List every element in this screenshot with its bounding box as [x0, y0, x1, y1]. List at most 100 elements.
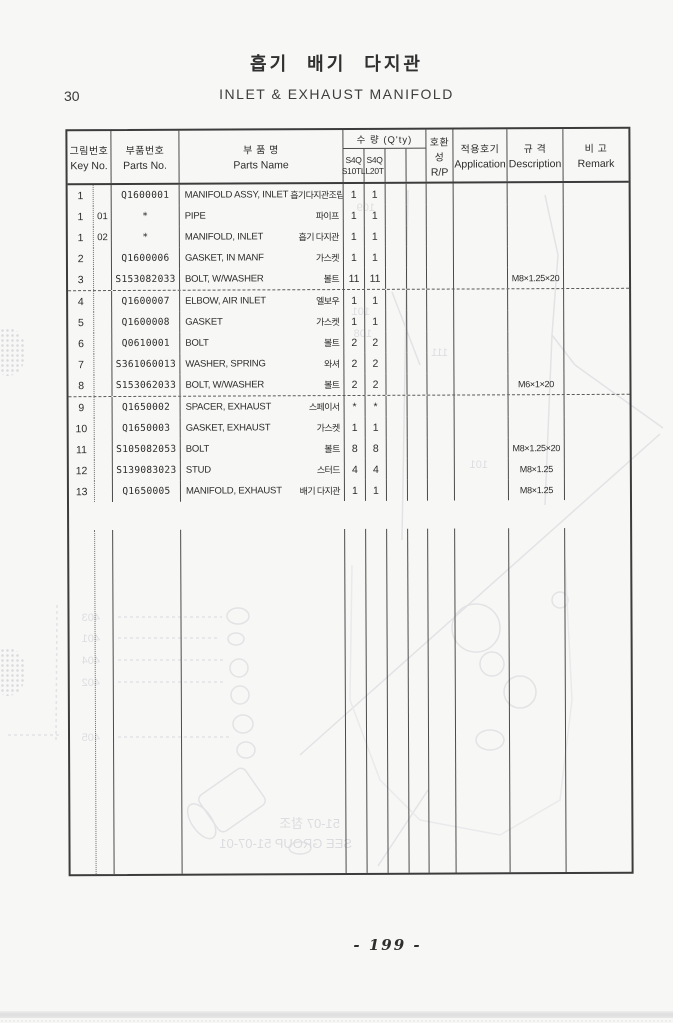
header-parts-no-english: Parts No. [123, 159, 167, 172]
ghost-label: 101 [470, 459, 488, 471]
parts-name-english: PIPE [184, 210, 206, 222]
cell-remark [565, 479, 630, 500]
table-row: 2 Q1600006 GASKET, IN MANF 가스켓 1 1 [67, 246, 629, 270]
cell-parts-name: BOLT, W/WASHER 볼트 [179, 268, 345, 290]
key-number: 5 [77, 316, 84, 329]
cell-key-no: 3 [67, 269, 113, 291]
cell-rp [427, 479, 455, 501]
table-row: 8 S153062033 BOLT, W/WASHER 볼트 2 2 M6×1×… [68, 372, 630, 398]
cell-parts-no: Q1650005 [112, 480, 181, 503]
key-sub-number [93, 185, 111, 207]
ghost-label: 111 [431, 347, 448, 359]
cell-remark [564, 267, 629, 288]
key-sub-number: 02 [93, 227, 111, 249]
cell-qty-4 [407, 373, 428, 395]
cell-remark [564, 310, 629, 331]
cell-qty-1: * [344, 395, 366, 418]
cell-qty-1: 1 [343, 225, 365, 248]
cell-qty-3 [386, 352, 408, 374]
key-number: 1 [77, 189, 84, 202]
key-sub-number [93, 312, 112, 334]
cell-qty-2: 2 [365, 331, 387, 353]
cell-rp [427, 310, 455, 332]
key-number: 1 [77, 231, 84, 244]
key-sub-number [93, 291, 112, 313]
footer-page-number: - 199 - [353, 936, 422, 954]
cell-rp [426, 204, 454, 226]
parts-table: 그림번호 Key No. 부품번호 Parts No. 부 품 명 Parts … [65, 126, 634, 877]
cell-key-no: 7 [68, 354, 113, 376]
cell-rp [427, 352, 455, 374]
parts-name-english: BOLT [185, 443, 210, 455]
cell-application [454, 479, 509, 501]
key-number: 12 [75, 464, 88, 477]
header-rp-english: R/P [430, 166, 449, 179]
cell-parts-no: Q0610001 [112, 332, 181, 355]
parts-name-korean: 배기 다지관 [299, 486, 340, 497]
parts-name-korean: 볼트 [323, 274, 340, 285]
cell-parts-name [181, 528, 347, 874]
cell-qty-2: 1 [364, 204, 386, 226]
ghost-label: 405 [82, 732, 100, 744]
cell-application [454, 289, 509, 311]
cell-qty-4 [407, 310, 428, 332]
parts-name-english: GASKET, IN MANF [184, 252, 264, 264]
cell-application [455, 527, 511, 873]
cell-qty-4 [408, 528, 430, 873]
cell-parts-no: Q1600008 [112, 311, 181, 334]
cell-description [509, 527, 567, 873]
key-sub-number [93, 333, 112, 355]
cell-key-no: 9 [68, 397, 113, 419]
header-key-no-korean: 그림번호 [69, 146, 109, 158]
cell-qty-2: 8 [365, 437, 387, 459]
cell-description [508, 416, 565, 438]
parts-name-english: ELBOW, AIR INLET [185, 295, 266, 307]
cell-description: M8×1.25×20 [508, 437, 565, 459]
cell-parts-no: S105082053 [112, 438, 181, 461]
cell-rp [426, 267, 455, 289]
cell-parts-name: SPACER, EXHAUST 스페이서 [180, 396, 345, 418]
cell-qty-3 [386, 395, 408, 417]
cell-qty-2: 1 [364, 246, 386, 268]
cell-qty-2: 2 [365, 352, 387, 374]
cell-description [507, 246, 564, 268]
key-sub-number [93, 397, 112, 419]
header-qty-group: 수 량 (Q'ty) S4Q S10TL S4Q L20T [342, 129, 427, 183]
header-remark: 비 고 Remark [563, 129, 628, 181]
cell-qty-2: 1 [365, 416, 387, 438]
table-row: 3 S153082033 BOLT, W/WASHER 볼트 11 11 M8×… [67, 266, 630, 292]
cell-qty-4 [406, 225, 427, 247]
cell-rp [427, 437, 455, 459]
cell-qty-2: 1 [364, 225, 386, 247]
cell-remark [565, 437, 630, 458]
cell-key-no: 1 02 [67, 227, 112, 249]
cell-key-no: 13 [68, 481, 114, 503]
cell-rp [426, 183, 454, 205]
cell-key-no: 8 [68, 375, 113, 397]
header-description-english: Description [508, 158, 562, 171]
header-parts-name-english: Parts Name [233, 159, 289, 172]
cell-remark [565, 527, 632, 872]
cell-qty-4 [407, 479, 428, 501]
cell-parts-no: * [111, 226, 180, 249]
cell-remark [565, 395, 630, 416]
cell-qty-4 [407, 289, 428, 311]
key-number: 4 [77, 295, 84, 308]
cell-remark [565, 458, 630, 479]
parts-name-english: STUD [185, 464, 211, 476]
key-number: 1 [77, 210, 84, 223]
cell-parts-name: ELBOW, AIR INLET 엘보우 [180, 290, 345, 312]
cell-qty-4 [406, 183, 427, 205]
cell-qty-3 [385, 183, 407, 205]
parts-name-english: GASKET, EXHAUST [185, 422, 271, 434]
scan-edge-artifact [0, 1011, 673, 1022]
ghost-label: 101 [352, 306, 370, 318]
parts-name-korean: 흡기다지관조립체 [290, 189, 344, 201]
cell-qty-1: 1 [343, 246, 365, 269]
cell-parts-no: S153082033 [111, 268, 181, 291]
cell-qty-3 [386, 416, 408, 438]
cell-description: M8×1.25×20 [507, 267, 565, 289]
header-description: 규 격 Description [507, 129, 564, 182]
parts-name-english: MANIFOLD, EXHAUST [185, 485, 282, 497]
